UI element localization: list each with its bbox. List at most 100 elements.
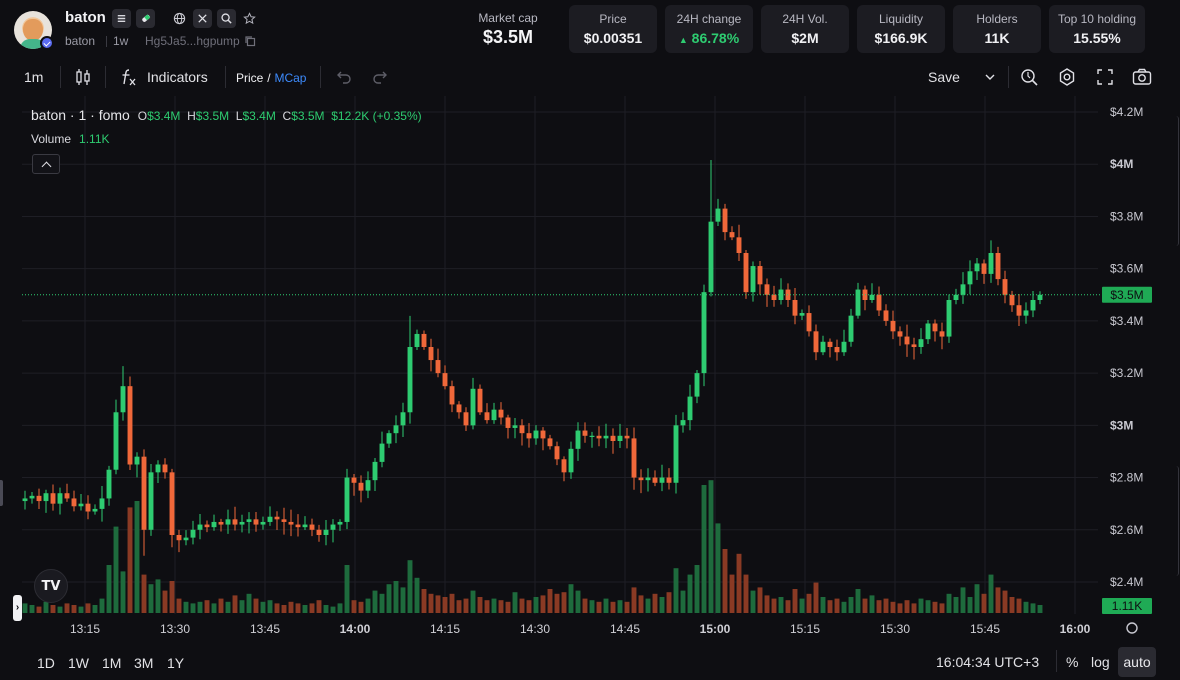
divider: [60, 66, 61, 88]
save-button[interactable]: Save: [928, 69, 960, 85]
candle-body: [638, 477, 644, 481]
candle-body: [869, 294, 875, 300]
undo-icon[interactable]: [332, 66, 354, 88]
candle-body: [386, 433, 392, 444]
volume-bar: [988, 574, 994, 613]
volume-bar: [603, 598, 609, 613]
volume-bar: [610, 601, 616, 613]
contract-address[interactable]: Hg5Ja5...hgpump: [145, 34, 240, 48]
volume-bar: [729, 574, 735, 613]
globe-icon[interactable]: [170, 9, 189, 28]
candles-icon[interactable]: [72, 66, 94, 88]
price-chart[interactable]: $4.2M $4M $3.8M $3.6M $3.4M $3.2M $3M $2.8M $2.6…: [0, 96, 1180, 636]
log-scale-button[interactable]: log: [1091, 654, 1110, 670]
search-icon[interactable]: [217, 9, 236, 28]
volume-bar: [1037, 605, 1043, 613]
copy-icon[interactable]: [244, 35, 256, 47]
current-price-tag: [1102, 286, 1152, 303]
series-title: baton · 1 · fomo: [31, 107, 130, 123]
candle-body: [190, 529, 196, 538]
candle-body: [337, 521, 343, 525]
token-avatar[interactable]: [14, 11, 52, 49]
volume-bar: [99, 598, 105, 613]
candle-body: [820, 341, 826, 353]
candle-body: [939, 331, 945, 337]
tradingview-logo[interactable]: TV: [34, 569, 68, 603]
candle-body: [596, 435, 602, 439]
candle-body: [148, 472, 154, 530]
camera-icon[interactable]: [1131, 66, 1153, 88]
replay-icon[interactable]: [1018, 66, 1040, 88]
verified-badge-icon: [40, 36, 54, 50]
mcap-toggle-label[interactable]: MCap: [274, 71, 307, 85]
indicators-button[interactable]: Indicators: [147, 69, 208, 85]
candle-body: [1016, 305, 1022, 316]
price-mcap-toggle[interactable]: Price / MCap: [236, 69, 306, 85]
volume-bar: [36, 606, 42, 613]
volume-bar: [260, 601, 266, 613]
volume-legend: Volume 1.11K: [31, 132, 110, 146]
candle-body: [624, 435, 630, 439]
range-1m-button[interactable]: 1M: [102, 655, 122, 671]
volume-bar: [638, 595, 644, 613]
price-toggle-label[interactable]: Price: [236, 71, 264, 85]
candle-body: [288, 521, 294, 525]
utc-clock[interactable]: 16:04:34 UTC+3: [936, 654, 1040, 670]
volume-bar: [757, 587, 763, 613]
token-name: baton: [65, 9, 106, 26]
x-icon[interactable]: [193, 9, 212, 28]
left-panel-handle[interactable]: [0, 480, 3, 506]
volume-bar: [743, 574, 749, 613]
volume-bar: [428, 593, 434, 613]
candle-body: [57, 493, 63, 504]
range-1d-button[interactable]: 1D: [37, 655, 55, 671]
x-axis-tick-label: 15:30: [880, 622, 910, 636]
volume-bar: [78, 606, 84, 613]
chart-canvas[interactable]: $4.2M $4M $3.8M $3.6M $3.4M $3.2M $3M $2.8M $2.6…: [0, 96, 1180, 636]
candle-body: [750, 266, 756, 293]
range-1y-button[interactable]: 1Y: [167, 655, 185, 671]
volume-bar: [701, 485, 707, 613]
y-axis-tick-label: $3.2M: [1110, 366, 1143, 380]
axis-settings-icon[interactable]: [1126, 622, 1138, 634]
expand-panel-button[interactable]: ›: [13, 595, 22, 621]
range-1w-button[interactable]: 1W: [68, 655, 89, 671]
volume-bar: [904, 600, 910, 613]
star-icon[interactable]: [240, 9, 259, 28]
list-icon[interactable]: [112, 9, 131, 28]
candle-body: [736, 237, 742, 253]
candle-body: [953, 294, 959, 300]
range-3m-button[interactable]: 3M: [134, 655, 154, 671]
pill-icon[interactable]: [136, 9, 155, 28]
collapse-legend-button[interactable]: [32, 154, 60, 174]
volume-bar: [995, 587, 1001, 613]
fx-icon[interactable]: [118, 66, 140, 88]
volume-bar: [806, 593, 812, 613]
right-panel-handle[interactable]: [1176, 116, 1179, 246]
volume-bar: [932, 601, 938, 613]
candle-body: [617, 435, 623, 441]
interval-button[interactable]: 1m: [24, 69, 44, 85]
x-axis-tick-label: 13:15: [70, 622, 100, 636]
candle-body: [792, 300, 798, 316]
candle-body: [421, 333, 427, 347]
candle-body: [29, 495, 35, 499]
fullscreen-icon[interactable]: [1094, 66, 1116, 88]
candle-body: [526, 433, 532, 439]
y-axis-tick-label: $3M: [1110, 418, 1133, 432]
redo-icon[interactable]: [370, 66, 392, 88]
candle-body: [302, 524, 308, 528]
volume-bar: [71, 605, 77, 613]
volume-bar: [659, 597, 665, 613]
right-panel-handle[interactable]: [1176, 466, 1179, 576]
settings-icon[interactable]: [1056, 66, 1078, 88]
percent-scale-button[interactable]: %: [1066, 654, 1079, 670]
candle-body: [323, 529, 329, 535]
candle-body: [43, 493, 49, 502]
volume-bar: [589, 600, 595, 613]
auto-scale-button[interactable]: auto: [1118, 647, 1156, 677]
candle-body: [645, 477, 651, 481]
chevron-down-icon[interactable]: [979, 66, 1001, 88]
volume-bar: [827, 600, 833, 613]
volume-bar: [365, 598, 371, 613]
